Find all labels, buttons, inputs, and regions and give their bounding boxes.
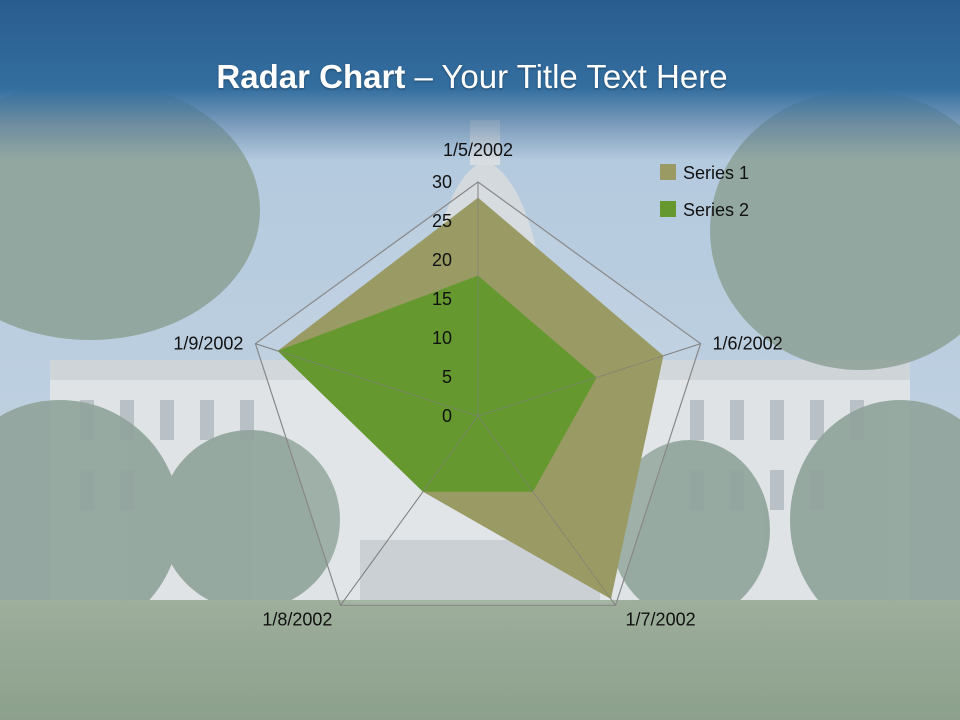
radar-series-2-area [277, 275, 597, 492]
radar-spoke-overlay [255, 343, 479, 417]
radar-spoke-overlay [340, 415, 479, 606]
category-label-1-8-2002: 1/8/2002 [262, 609, 332, 629]
radial-tick-label: 15 [432, 289, 452, 309]
radar-spoke-overlay [477, 343, 701, 417]
slide-title-rest: – Your Title Text Here [405, 58, 728, 95]
category-label-1-6-2002: 1/6/2002 [713, 334, 783, 354]
radial-tick-label: 20 [432, 250, 452, 270]
radar-spoke-overlay [477, 415, 616, 606]
radial-tick-label: 25 [432, 211, 452, 231]
legend-swatch-series-1 [660, 164, 676, 180]
radial-tick-label: 10 [432, 328, 452, 348]
category-label-1-5-2002: 1/5/2002 [443, 140, 513, 160]
title-band [0, 0, 960, 160]
legend-label-series-2: Series 2 [683, 200, 749, 220]
slide-title-bold: Radar Chart [216, 58, 406, 95]
legend-swatch-series-2 [660, 201, 676, 217]
radial-tick-label: 0 [442, 406, 452, 426]
radial-tick-label: 5 [442, 367, 452, 387]
slide-title: Radar Chart – Your Title Text Here [0, 58, 944, 96]
radial-tick-label: 30 [432, 172, 452, 192]
category-label-1-7-2002: 1/7/2002 [626, 609, 696, 629]
legend-label-series-1: Series 1 [683, 163, 749, 183]
category-label-1-9-2002: 1/9/2002 [173, 334, 243, 354]
